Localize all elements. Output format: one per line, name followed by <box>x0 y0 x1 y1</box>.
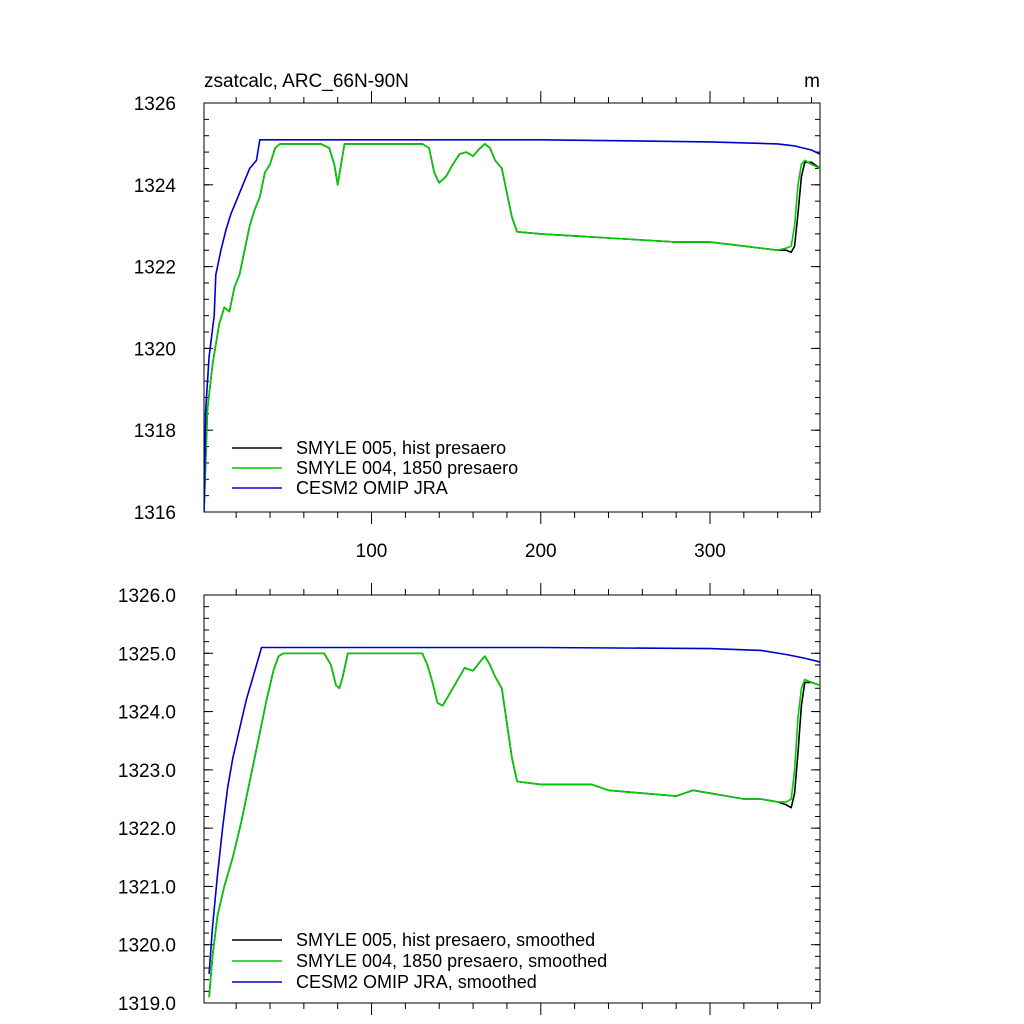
chart-title: zsatcalc, ARC_66N-90N <box>204 71 409 92</box>
series-line-2 <box>204 139 820 512</box>
x-tick-label: 300 <box>694 541 726 562</box>
y-tick-label: 1322.0 <box>118 819 176 840</box>
y-tick-label: 1320.0 <box>118 936 176 957</box>
series-line-1 <box>208 652 820 998</box>
legend-label-2: CESM2 OMIP JRA <box>296 478 448 498</box>
plot-frame <box>203 102 821 513</box>
x-tick-label: 200 <box>525 541 557 562</box>
legend-label-0: SMYLE 005, hist presaero, smoothed <box>296 930 595 950</box>
legend-label-2: CESM2 OMIP JRA, smoothed <box>296 972 537 992</box>
legend-label-1: SMYLE 004, 1850 presaero, smoothed <box>296 951 607 971</box>
y-tick-label: 1319.0 <box>118 994 176 1015</box>
bottom-panel: 1319.0 1320.0 1321.0 1322.0 1323.0 1324.0 1325… <box>118 583 821 1015</box>
units-label: m <box>804 71 820 92</box>
legend-label-0: SMYLE 005, hist presaero <box>296 438 506 458</box>
x-tick-label: 100 <box>356 541 388 562</box>
series-line-1 <box>204 143 820 512</box>
plot-frame <box>203 594 821 1004</box>
top-panel: zsatcalc, ARC_66N-90N m 1316 1318 1320 1322… <box>134 71 821 562</box>
y-tick-label: 1323.0 <box>118 761 176 782</box>
y-tick-label: 1324 <box>134 176 177 197</box>
y-tick-label: 1316 <box>134 503 176 524</box>
legend-label-1: SMYLE 004, 1850 presaero <box>296 458 518 478</box>
y-tick-label: 1325.0 <box>118 644 176 665</box>
y-tick-label: 1318 <box>134 421 176 442</box>
y-tick-label: 1326 <box>134 94 176 115</box>
y-tick-label: 1322 <box>134 258 176 279</box>
y-tick-label: 1320 <box>134 339 176 360</box>
y-tick-label: 1326.0 <box>118 586 176 607</box>
y-tick-label: 1321.0 <box>118 877 176 898</box>
series-line-2 <box>208 646 820 974</box>
y-tick-label: 1324.0 <box>118 703 176 724</box>
